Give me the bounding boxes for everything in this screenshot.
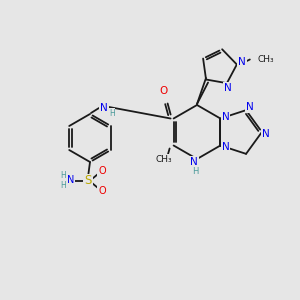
Text: N: N (221, 112, 229, 122)
Text: CH₃: CH₃ (258, 55, 274, 64)
Text: N: N (100, 103, 108, 113)
Text: N: N (67, 175, 75, 185)
Text: O: O (98, 186, 106, 196)
Text: N: N (221, 142, 229, 152)
Text: N: N (224, 83, 232, 93)
Text: CH₃: CH₃ (155, 155, 172, 164)
Text: O: O (98, 166, 106, 176)
Text: H: H (109, 109, 115, 118)
Text: N: N (190, 157, 198, 167)
Text: H: H (192, 167, 198, 176)
Text: S: S (84, 175, 92, 188)
Text: N: N (262, 129, 270, 139)
Text: N: N (246, 102, 254, 112)
Text: H: H (60, 170, 66, 179)
Text: N: N (238, 58, 246, 68)
Text: O: O (160, 86, 168, 97)
Text: H: H (60, 182, 66, 190)
